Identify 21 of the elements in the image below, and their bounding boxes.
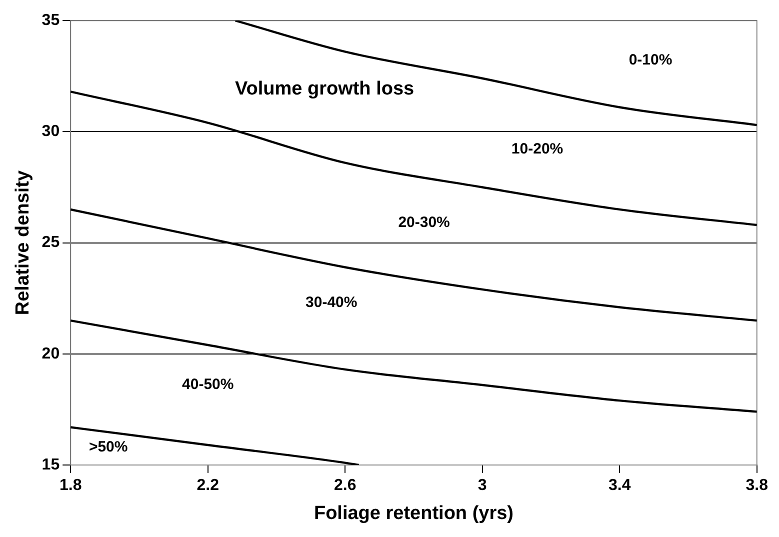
- y-tick-label: 25: [42, 234, 60, 252]
- annotation: Volume growth loss: [234, 78, 414, 100]
- y-tick-label: 30: [42, 123, 60, 140]
- annotation: 30-40%: [306, 294, 358, 311]
- x-tick-label: 2.2: [196, 477, 220, 494]
- annotation: 40-50%: [182, 376, 234, 394]
- y-tick-label: 20: [42, 345, 60, 362]
- y-axis-title: Relative density: [12, 170, 34, 316]
- x-tick-label: 2.6: [334, 477, 356, 494]
- x-tick-label: 1.8: [59, 477, 82, 494]
- line-series: [234, 20, 757, 126]
- x-tick-label: 3.8: [746, 477, 768, 494]
- x-tick-label: 3.4: [608, 477, 631, 494]
- annotation: 0-10%: [628, 52, 672, 69]
- annotation: 20-30%: [398, 214, 450, 231]
- y-tick-label: 15: [42, 456, 60, 474]
- y-tick-label: 35: [42, 12, 60, 30]
- x-tick-label: 3: [478, 477, 487, 494]
- annotation: 10-20%: [511, 140, 564, 158]
- x-axis-title: Foliage retention (yrs): [314, 502, 514, 524]
- annotation: >50%: [88, 438, 128, 456]
